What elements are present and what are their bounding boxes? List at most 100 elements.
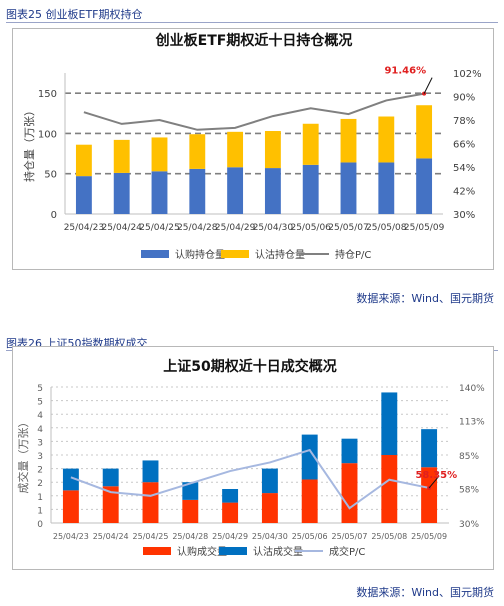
source-note-1: 数据来源：Wind、国元期货: [356, 292, 494, 305]
bar-put: [113, 139, 130, 173]
bar-put: [142, 460, 159, 483]
bar-put: [75, 144, 92, 177]
x-tick-label: 25/04/24: [93, 532, 129, 541]
bar-call: [340, 162, 357, 214]
y2-tick-label: 90%: [453, 93, 475, 104]
pc-line: [83, 92, 425, 131]
bar-put: [301, 434, 318, 480]
y2-tick-label: 58%: [459, 485, 479, 495]
chart-frame-2: 上证50期权近十日成交概况 0 1 1 2 2 3 3 4 4 5 5 30% 58% 85% 113% 140…: [12, 346, 494, 570]
source-note-2: 数据来源：Wind、国元期货: [356, 586, 494, 599]
x-tick-label: 25/04/29: [215, 223, 256, 233]
bar-put: [381, 392, 398, 455]
x-tick-label: 25/04/29: [212, 532, 248, 541]
x-tick-label: 25/04/23: [64, 223, 104, 233]
x-tick-label: 25/05/07: [332, 532, 368, 541]
x-tick-label: 25/04/25: [133, 532, 169, 541]
bar-put: [341, 438, 358, 464]
annotation-label: 58.35%: [415, 470, 457, 481]
bar-put: [261, 468, 278, 494]
legend-swatch-put: [221, 250, 249, 258]
x-tick-label: 25/05/09: [404, 223, 445, 233]
y-tick-label: 3: [37, 452, 43, 462]
y-tick-label: 1: [37, 493, 43, 503]
y-tick-label: 0: [51, 210, 57, 221]
bar-put: [222, 489, 239, 503]
y2-tick-label: 140%: [459, 384, 485, 394]
bar-call: [421, 467, 438, 523]
y-tick-label: 1: [37, 506, 43, 516]
bar-put: [102, 468, 119, 487]
bar-put: [378, 116, 395, 163]
y-axis-label: 持仓量（万张）: [22, 105, 36, 182]
legend-label-pc: 成交P/C: [329, 545, 365, 558]
bar-put: [182, 482, 199, 500]
bar-call: [381, 455, 398, 523]
bar-put: [421, 429, 438, 468]
figure-label-rule-1: [6, 22, 498, 23]
y-tick-label: 3: [37, 438, 43, 448]
bar-call: [222, 502, 239, 523]
x-tick-label: 25/04/30: [253, 223, 294, 233]
y-tick-label: 5: [37, 384, 43, 394]
x-tick-label: 25/05/06: [292, 532, 328, 541]
bar-call: [151, 171, 168, 214]
bar-call: [113, 172, 130, 214]
y2-tick-label: 42%: [453, 187, 475, 198]
y-tick-label: 0: [37, 520, 43, 530]
legend-label-put: 认沽持仓量: [255, 248, 305, 261]
bar-call: [302, 164, 319, 214]
x-tick-label: 25/05/07: [328, 223, 368, 233]
x-tick-label: 25/05/08: [366, 223, 407, 233]
y-axis-label: 成交量（万张）: [16, 417, 30, 494]
chart-1: 创业板ETF期权近十日持仓概况 0 50 100 150 30% 42% 54% 66% 78% 9…: [22, 32, 482, 261]
x-tick-label: 25/04/28: [172, 532, 208, 541]
bar-call: [301, 479, 318, 523]
legend-label-put: 认沽成交量: [253, 545, 303, 558]
bar-call: [416, 158, 433, 214]
y2-tick-label: 54%: [453, 163, 475, 174]
y-tick-label: 5: [37, 398, 43, 408]
bar-put: [62, 468, 79, 491]
annotation-leader: [423, 77, 433, 94]
x-tick-label: 25/04/25: [139, 223, 179, 233]
y2-tick-label: 85%: [459, 452, 479, 462]
bar-call: [341, 463, 358, 523]
x-tick-label: 25/04/30: [252, 532, 288, 541]
y-tick-label: 150: [38, 89, 57, 100]
x-tick-label: 25/04/23: [53, 532, 89, 541]
y-tick-label: 4: [37, 425, 43, 435]
bar-put: [151, 137, 168, 172]
figure-label-1: 图表25 创业板ETF期权持仓: [6, 8, 143, 21]
bar-call: [189, 168, 206, 214]
y-tick-label: 4: [37, 411, 43, 421]
annotation-label: 91.46%: [384, 66, 426, 77]
bar-call: [182, 499, 199, 523]
bar-call: [378, 162, 395, 214]
bar-call: [75, 176, 92, 214]
bar-put: [302, 123, 319, 165]
y2-tick-label: 78%: [453, 116, 475, 127]
legend-label-call: 认购成交量: [177, 545, 227, 558]
y2-tick-label: 66%: [453, 140, 475, 151]
y-tick-label: 50: [44, 170, 57, 181]
bar-put: [189, 134, 206, 169]
x-tick-label: 25/05/08: [371, 532, 407, 541]
chart-frame-1: 创业板ETF期权近十日持仓概况 0 50 100 150 30% 42% 54% 66% 78% 9…: [12, 28, 494, 270]
y2-tick-label: 113%: [459, 417, 485, 427]
legend-swatch-put: [219, 547, 247, 555]
bar-put: [264, 131, 281, 169]
x-tick-label: 25/05/06: [290, 223, 331, 233]
y-tick-label: 2: [37, 466, 43, 476]
x-tick-label: 25/05/09: [411, 532, 447, 541]
legend-label-pc: 持仓P/C: [335, 248, 371, 261]
bar-put: [416, 105, 433, 159]
bar-call: [227, 167, 244, 214]
bar-put: [340, 118, 357, 163]
chart-title: 上证50期权近十日成交概况: [163, 358, 336, 375]
chart-2: 上证50期权近十日成交概况 0 1 1 2 2 3 3 4 4 5 5 30% 58% 85% 113% 140…: [16, 358, 485, 558]
annotation-leader: [428, 475, 440, 489]
bar-call: [264, 168, 281, 214]
legend-swatch-call: [143, 547, 171, 555]
legend-swatch-call: [141, 250, 169, 258]
